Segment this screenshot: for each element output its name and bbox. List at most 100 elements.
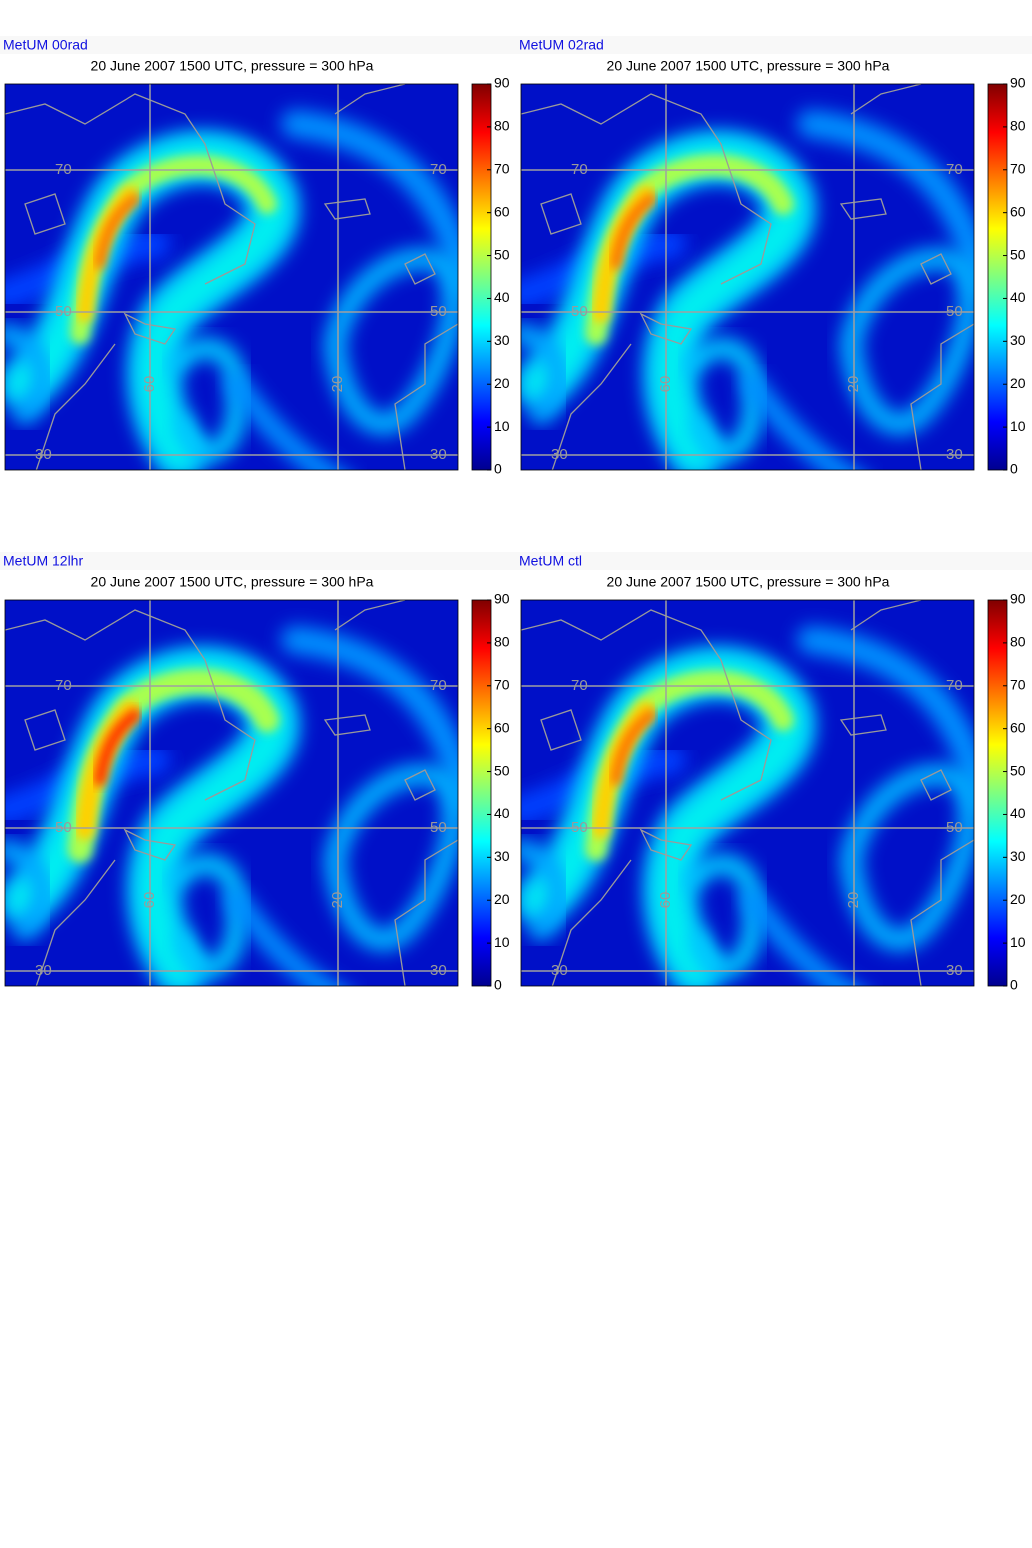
panel-title: 20 June 2007 1500 UTC, pressure = 300 hP… bbox=[607, 58, 890, 74]
jet-band bbox=[226, 889, 343, 986]
colorbar-tick-label: 70 bbox=[1010, 160, 1026, 176]
coastline bbox=[551, 859, 632, 986]
coastline bbox=[35, 343, 116, 470]
colorbar-tick-label: 60 bbox=[1010, 203, 1026, 219]
coastline bbox=[521, 93, 772, 285]
jet-band bbox=[681, 338, 765, 463]
grid-label: 30 bbox=[946, 962, 963, 979]
panel-label: MetUM ctl bbox=[519, 553, 582, 569]
colorbar-tick-label: 0 bbox=[494, 977, 502, 993]
colorbar-tick-label: 50 bbox=[1010, 246, 1026, 262]
grid-label: 50 bbox=[430, 819, 447, 836]
grid-label: 70 bbox=[430, 677, 447, 694]
panel: MetUM ctl 20 June 2007 1500 UTC, pressure… bbox=[516, 552, 1032, 993]
coastline bbox=[24, 709, 66, 751]
colorbar-tick-label: 70 bbox=[494, 676, 510, 692]
colorbar-tick-label: 60 bbox=[494, 203, 510, 219]
colorbar-tick-label: 30 bbox=[494, 332, 510, 348]
coastline bbox=[850, 84, 922, 115]
grid-label: 70 bbox=[946, 161, 963, 178]
plot: 70 70 50 50 30 30 60 20 bbox=[520, 83, 975, 471]
colorbar-tick-label: 20 bbox=[1010, 375, 1026, 391]
coastline bbox=[334, 600, 406, 631]
colorbar-tick-label: 90 bbox=[1010, 591, 1026, 607]
colorbar-tick-label: 80 bbox=[494, 118, 510, 134]
coastline bbox=[334, 84, 406, 115]
grid-label: 50 bbox=[55, 303, 72, 320]
jet-band bbox=[681, 854, 765, 979]
jet-band bbox=[5, 839, 54, 941]
colorbar bbox=[987, 83, 1008, 471]
grid-label: 70 bbox=[55, 161, 72, 178]
grid-label: 70 bbox=[430, 161, 447, 178]
label-bar bbox=[0, 552, 516, 570]
colorbar-tick-label: 70 bbox=[1010, 676, 1026, 692]
coastline bbox=[35, 859, 116, 986]
coastline bbox=[910, 323, 974, 470]
colorbar-tick-label: 60 bbox=[1010, 719, 1026, 735]
jet-band bbox=[324, 247, 458, 436]
colorbar-tick-label: 50 bbox=[494, 246, 510, 262]
plot-frame bbox=[520, 83, 975, 471]
jet-band bbox=[521, 323, 570, 425]
colorbar-tick-label: 20 bbox=[494, 375, 510, 391]
coastline bbox=[123, 312, 177, 345]
jet-band bbox=[165, 854, 249, 979]
colorbar-tick-label: 30 bbox=[1010, 332, 1026, 348]
grid-label: 50 bbox=[946, 819, 963, 836]
field bbox=[521, 600, 974, 986]
colorbar-tick-label: 30 bbox=[494, 848, 510, 864]
grid-label: 20 bbox=[329, 892, 346, 909]
colorbar-tick-label: 90 bbox=[494, 591, 510, 607]
coastline bbox=[394, 323, 458, 470]
colorbar-tick-label: 30 bbox=[1010, 848, 1026, 864]
coastline bbox=[839, 198, 887, 220]
grid-label: 60 bbox=[141, 376, 158, 393]
jet-band bbox=[742, 889, 859, 986]
field bbox=[5, 600, 458, 986]
jet-band bbox=[610, 193, 657, 270]
jet-band bbox=[165, 338, 249, 463]
jet-band bbox=[226, 373, 343, 470]
jet-band bbox=[742, 373, 859, 470]
grid-label: 50 bbox=[55, 819, 72, 836]
colorbar-tick-label: 10 bbox=[1010, 418, 1026, 434]
coastline bbox=[639, 312, 693, 345]
colorbar-tick-label: 50 bbox=[1010, 762, 1026, 778]
grid-label: 50 bbox=[946, 303, 963, 320]
coastline bbox=[839, 714, 887, 736]
grid-label: 60 bbox=[141, 892, 158, 909]
grid-label: 30 bbox=[551, 962, 568, 979]
colorbar-tick-label: 90 bbox=[1010, 75, 1026, 91]
plot: 70 70 50 50 30 30 60 20 bbox=[520, 599, 975, 987]
grid-label: 50 bbox=[571, 819, 588, 836]
jet-band bbox=[610, 709, 657, 786]
grid-label: 30 bbox=[430, 446, 447, 463]
colorbar-tick-label: 80 bbox=[1010, 118, 1026, 134]
coastline bbox=[323, 198, 371, 220]
colorbar-tick-label: 40 bbox=[494, 805, 510, 821]
coastline bbox=[404, 769, 436, 801]
grid-label: 60 bbox=[657, 892, 674, 909]
colorbar-tick-label: 40 bbox=[1010, 289, 1026, 305]
colorbar bbox=[471, 599, 492, 987]
grid-label: 70 bbox=[571, 161, 588, 178]
grid-label: 70 bbox=[571, 677, 588, 694]
colorbar-tick-label: 0 bbox=[1010, 461, 1018, 477]
coastline bbox=[123, 828, 177, 861]
jet-band bbox=[840, 763, 974, 952]
colorbar-tick-label: 20 bbox=[1010, 891, 1026, 907]
colorbar-tick-label: 80 bbox=[1010, 634, 1026, 650]
panel-title: 20 June 2007 1500 UTC, pressure = 300 hP… bbox=[91, 574, 374, 590]
colorbar-tick-label: 60 bbox=[494, 719, 510, 735]
panel-title: 20 June 2007 1500 UTC, pressure = 300 hP… bbox=[91, 58, 374, 74]
coastline bbox=[540, 193, 582, 235]
jet-band bbox=[324, 763, 458, 952]
colorbar-tick-label: 20 bbox=[494, 891, 510, 907]
colorbar-tick-label: 50 bbox=[494, 762, 510, 778]
coastline bbox=[850, 600, 922, 631]
colorbar bbox=[987, 599, 1008, 987]
colorbar-tick-label: 0 bbox=[1010, 977, 1018, 993]
coastline bbox=[5, 93, 256, 285]
